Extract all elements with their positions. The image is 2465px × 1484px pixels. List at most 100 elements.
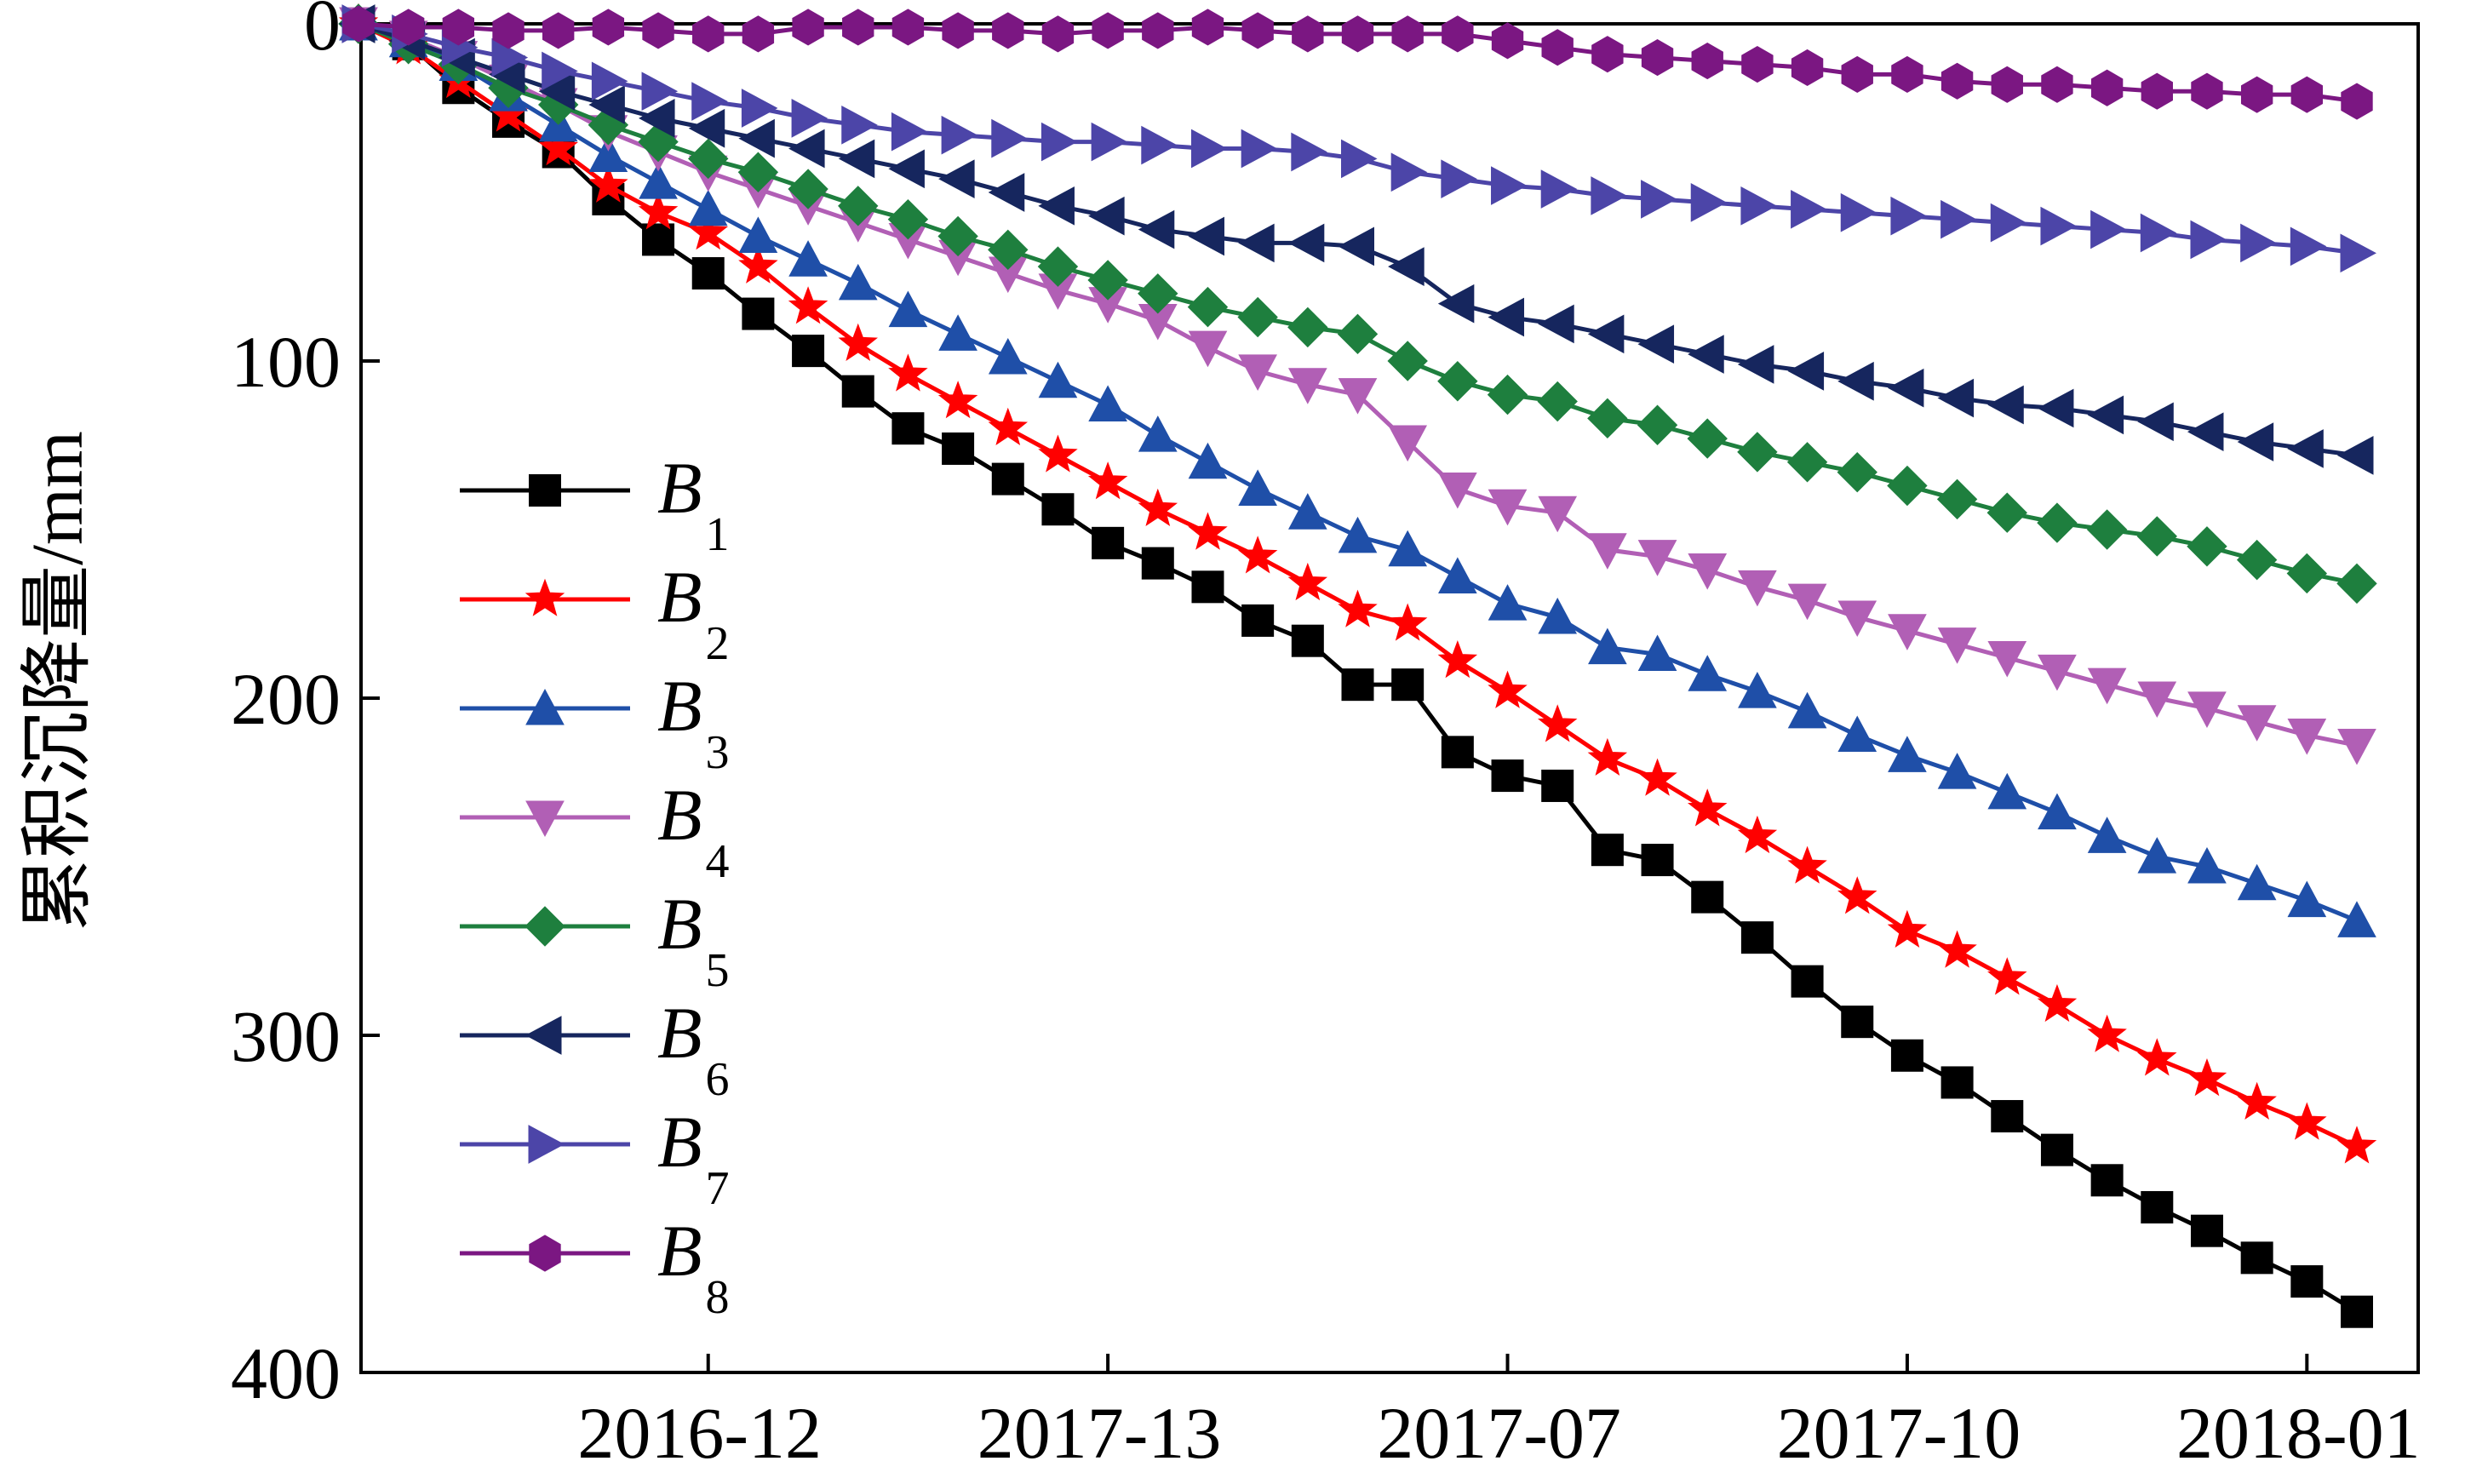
data-point bbox=[492, 12, 525, 49]
data-point bbox=[791, 99, 828, 138]
data-point bbox=[841, 375, 874, 408]
data-point bbox=[1691, 880, 1724, 914]
y-tick-label: 200 bbox=[231, 658, 341, 740]
y-tick-label: 400 bbox=[231, 1332, 341, 1414]
data-point bbox=[1441, 736, 1474, 769]
data-point bbox=[1791, 189, 1827, 229]
data-point bbox=[2287, 429, 2324, 468]
data-point bbox=[838, 139, 875, 179]
data-point bbox=[1687, 788, 1728, 827]
legend-label: B1 bbox=[657, 447, 730, 561]
data-point bbox=[1491, 22, 1524, 60]
data-point bbox=[2341, 83, 2373, 120]
data-point bbox=[1587, 398, 1628, 439]
data-point bbox=[1141, 125, 1178, 165]
data-point bbox=[2290, 76, 2324, 113]
data-point bbox=[1388, 247, 1425, 286]
legend-swatch-marker bbox=[525, 800, 565, 838]
data-point bbox=[1538, 496, 1578, 533]
data-point bbox=[692, 15, 725, 53]
data-point bbox=[991, 118, 1028, 158]
data-point bbox=[1338, 589, 1378, 627]
data-point bbox=[1888, 614, 1927, 650]
data-point bbox=[2087, 668, 2127, 705]
data-point bbox=[1537, 381, 1578, 422]
data-point bbox=[1338, 516, 1378, 553]
series-b8 bbox=[342, 5, 2373, 120]
data-point bbox=[1538, 304, 1574, 344]
data-point bbox=[1438, 472, 1477, 509]
data-point bbox=[1138, 209, 1175, 249]
data-point bbox=[888, 149, 925, 189]
data-point bbox=[1488, 297, 1525, 337]
data-point bbox=[2187, 412, 2224, 451]
data-point bbox=[1091, 122, 1128, 162]
data-point bbox=[1087, 260, 1128, 301]
data-point bbox=[1740, 186, 1777, 226]
data-point bbox=[691, 257, 725, 290]
data-point bbox=[1190, 129, 1228, 169]
legend-item: B8 bbox=[460, 1210, 730, 1324]
data-point bbox=[1637, 324, 1675, 364]
data-point bbox=[1291, 624, 1324, 657]
data-point bbox=[1187, 286, 1229, 328]
data-point bbox=[642, 223, 675, 256]
data-point bbox=[1987, 957, 2027, 995]
data-point bbox=[988, 337, 1028, 375]
data-point bbox=[1641, 844, 1674, 877]
data-point bbox=[641, 72, 679, 112]
data-point bbox=[2336, 563, 2377, 604]
data-point bbox=[2038, 793, 2077, 830]
data-point bbox=[1787, 845, 1827, 884]
data-point bbox=[838, 186, 879, 226]
legend-swatch-marker bbox=[528, 1125, 565, 1164]
data-point bbox=[1138, 273, 1178, 314]
data-point bbox=[2237, 705, 2277, 742]
data-point bbox=[1987, 772, 2027, 810]
data-point bbox=[442, 9, 475, 46]
data-point bbox=[1437, 284, 1475, 324]
legend-label: B6 bbox=[657, 992, 730, 1106]
data-point bbox=[2337, 728, 2376, 765]
data-point bbox=[2190, 220, 2227, 260]
data-point bbox=[592, 9, 625, 46]
data-point bbox=[1287, 562, 1328, 601]
data-point bbox=[991, 462, 1024, 496]
data-point bbox=[1887, 465, 1928, 507]
data-point bbox=[1041, 15, 1075, 53]
data-point bbox=[737, 152, 779, 192]
data-point bbox=[1890, 1039, 1923, 1072]
data-point bbox=[1840, 192, 1877, 232]
x-tick-label: 2017-13 bbox=[977, 1392, 1222, 1474]
data-point bbox=[1287, 223, 1325, 263]
data-point bbox=[1987, 640, 2027, 678]
data-point bbox=[1287, 368, 1327, 404]
data-point bbox=[2137, 837, 2177, 874]
data-point bbox=[1040, 122, 1078, 162]
data-point bbox=[2090, 209, 2127, 249]
data-point bbox=[2287, 1102, 2327, 1140]
data-point bbox=[888, 290, 928, 328]
data-point bbox=[688, 212, 728, 250]
data-point bbox=[2187, 1058, 2227, 1097]
y-tick-label: 0 bbox=[304, 0, 341, 66]
data-point bbox=[1341, 15, 1374, 53]
data-point bbox=[542, 51, 578, 91]
data-point bbox=[1387, 341, 1428, 381]
legend-item: B2 bbox=[460, 556, 730, 670]
data-point bbox=[1791, 49, 1824, 87]
data-point bbox=[2040, 1133, 2073, 1166]
legend-swatch-marker bbox=[529, 1235, 561, 1272]
data-point bbox=[788, 129, 825, 169]
data-point bbox=[2090, 1164, 2124, 1197]
data-point bbox=[1537, 704, 1578, 742]
data-point bbox=[1937, 378, 1975, 418]
data-point bbox=[988, 229, 1029, 271]
legend-item: B3 bbox=[460, 665, 730, 779]
data-point bbox=[2038, 654, 2077, 691]
data-point bbox=[1837, 600, 1877, 638]
data-point bbox=[1541, 769, 1574, 802]
y-axis: 0 100 200 300 400 bbox=[231, 0, 380, 1414]
